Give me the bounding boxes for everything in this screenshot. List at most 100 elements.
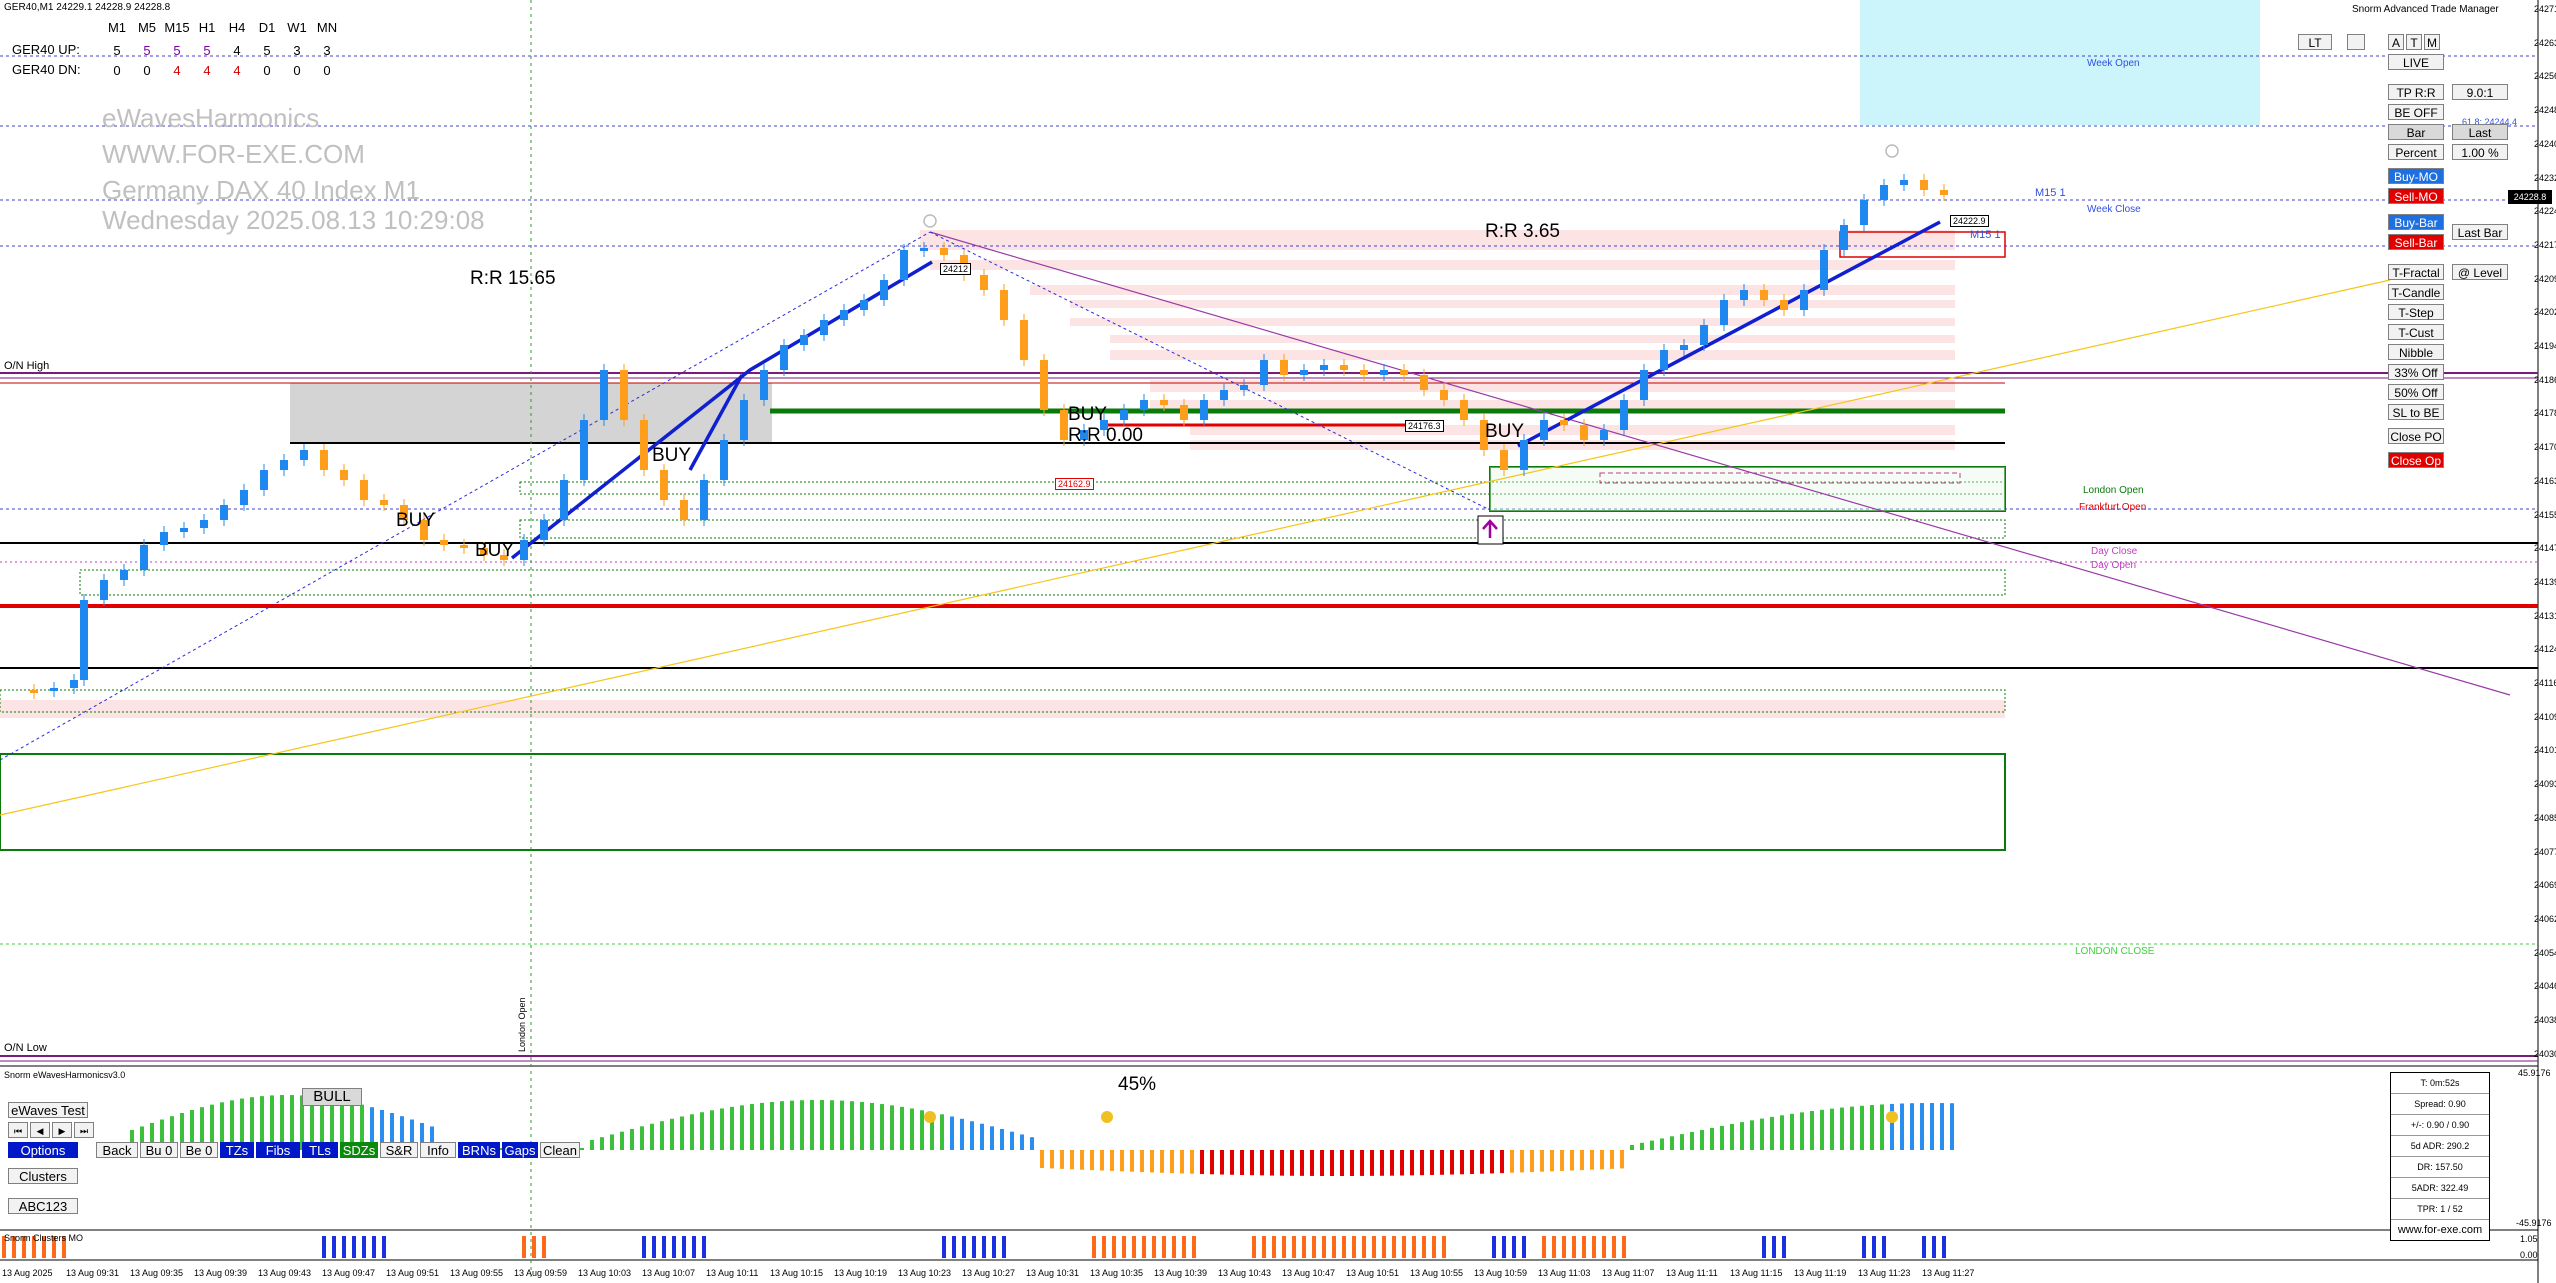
price-axis-label: 24046.6 — [2534, 981, 2556, 992]
cluster-bar — [1352, 1236, 1356, 1258]
histogram-bar — [160, 1119, 164, 1150]
rr-mid-label: R:R 0.00 — [1068, 425, 1143, 446]
price-axis-label: 24163.0 — [2534, 475, 2556, 486]
histogram-bar — [1290, 1150, 1294, 1176]
price-axis-label: 24124.0 — [2534, 644, 2556, 655]
at-level-button[interactable]: @ Level — [2452, 264, 2508, 280]
candle-body — [1480, 420, 1488, 450]
candle-body — [30, 690, 38, 693]
cluster-bar — [642, 1236, 646, 1258]
off-50-button[interactable]: 50% Off — [2388, 384, 2444, 400]
histogram-bar — [1440, 1150, 1444, 1175]
price-axis-label: 24224.9 — [2534, 206, 2556, 217]
histogram-bar — [1340, 1150, 1344, 1176]
t-fractal-button[interactable]: T-Fractal — [2388, 264, 2444, 280]
histogram-bar — [1750, 1120, 1754, 1150]
tzs-button[interactable]: TZs — [220, 1142, 254, 1158]
live-button[interactable]: LIVE — [2388, 54, 2444, 70]
buy-bar-button[interactable]: Buy-Bar — [2388, 214, 2444, 230]
watermark-instrument: Germany DAX 40 Index M1 — [102, 175, 420, 205]
a-button[interactable]: A — [2388, 34, 2404, 50]
off-33-button[interactable]: 33% Off — [2388, 364, 2444, 380]
be-off-button[interactable]: BE OFF — [2388, 104, 2444, 120]
time-axis-label: 13 Aug 11:23 — [1858, 1268, 1911, 1278]
price-tag-2: 24176.3 — [1405, 420, 1444, 432]
histogram-bar — [1630, 1145, 1634, 1150]
candle-body — [880, 280, 888, 300]
bu0-button[interactable]: Bu 0 — [140, 1142, 178, 1158]
sell-bar-button[interactable]: Sell-Bar — [2388, 234, 2444, 250]
brns-button[interactable]: BRNs — [458, 1142, 500, 1158]
candle-body — [1320, 365, 1328, 370]
london-close-label: LONDON CLOSE — [2075, 946, 2155, 957]
sdzs-button[interactable]: SDZs — [340, 1142, 378, 1158]
cluster-bar — [1782, 1236, 1786, 1258]
options-button[interactable]: Options — [8, 1142, 78, 1158]
bar-button[interactable]: Bar — [2388, 124, 2444, 140]
histogram-bar — [1850, 1106, 1854, 1150]
tls-button[interactable]: TLs — [302, 1142, 338, 1158]
candle-body — [1720, 300, 1728, 325]
sell-mo-button[interactable]: Sell-MO — [2388, 188, 2444, 204]
histogram-bar — [670, 1118, 674, 1150]
buy-mo-button[interactable]: Buy-MO — [2388, 168, 2444, 184]
close-op-button[interactable]: Close Op — [2388, 452, 2444, 468]
blank-toggle[interactable] — [2347, 34, 2365, 50]
tp-value-field[interactable]: 9.0:1 — [2452, 84, 2508, 100]
fibs-button[interactable]: Fibs — [256, 1142, 300, 1158]
sl-to-be-button[interactable]: SL to BE — [2388, 404, 2444, 420]
histogram-bar — [980, 1123, 984, 1150]
candle-body — [1780, 300, 1788, 310]
histogram-bar — [1110, 1150, 1114, 1171]
close-po-button[interactable]: Close PO — [2388, 428, 2444, 444]
histogram-bar — [590, 1140, 594, 1150]
histogram-bar — [940, 1114, 944, 1150]
indicator-axis-top: 45.9176 — [2518, 1068, 2551, 1078]
lt-button[interactable]: LT — [2298, 34, 2332, 50]
candle-body — [660, 470, 668, 500]
last-button[interactable]: Last — [2452, 124, 2508, 140]
last-bar-button[interactable]: Last Bar — [2452, 224, 2508, 240]
cluster-bar — [1402, 1236, 1406, 1258]
candle-body — [1000, 290, 1008, 320]
abc123-button[interactable]: ABC123 — [8, 1198, 78, 1214]
prev-icon[interactable]: ◀ — [30, 1122, 50, 1138]
m-button[interactable]: M — [2424, 34, 2440, 50]
t-button[interactable]: T — [2406, 34, 2422, 50]
be0-button[interactable]: Be 0 — [180, 1142, 218, 1158]
percent-button[interactable]: Percent — [2388, 144, 2444, 160]
dn-row: 0 0 4 4 4 0 0 0 — [102, 62, 342, 80]
histogram-bar — [1470, 1150, 1474, 1175]
t-step-button[interactable]: T-Step — [2388, 304, 2444, 320]
cluster-bar — [32, 1236, 36, 1258]
price-tag-3: 24222.9 — [1950, 215, 1989, 227]
clean-button[interactable]: Clean — [540, 1142, 580, 1158]
tp-rr-button[interactable]: TP R:R — [2388, 84, 2444, 100]
info-button[interactable]: Info — [420, 1142, 456, 1158]
candle-body — [1880, 185, 1888, 200]
price-tag-1: 24212 — [940, 263, 972, 275]
cluster-bar — [692, 1236, 696, 1258]
gaps-button[interactable]: Gaps — [502, 1142, 538, 1158]
percent-value-field[interactable]: 1.00 % — [2452, 144, 2508, 160]
histogram-bar — [1660, 1138, 1664, 1150]
ewaves-test-button[interactable]: eWaves Test — [8, 1102, 88, 1118]
t-cust-button[interactable]: T-Cust — [2388, 324, 2444, 340]
tf-m5: M5 — [137, 20, 157, 35]
t-candle-button[interactable]: T-Candle — [2388, 284, 2444, 300]
histogram-bar — [910, 1108, 914, 1150]
clusters-button[interactable]: Clusters — [8, 1168, 78, 1184]
next-icon[interactable]: ▶ — [52, 1122, 72, 1138]
first-icon[interactable]: ⏮ — [8, 1122, 28, 1138]
time-axis-label: 13 Aug 11:27 — [1922, 1268, 1975, 1278]
dn-m15: 4 — [173, 63, 181, 78]
histogram-bar — [1650, 1140, 1654, 1150]
sr-button[interactable]: S&R — [380, 1142, 418, 1158]
back-button[interactable]: Back — [96, 1142, 138, 1158]
cluster-bar — [372, 1236, 376, 1258]
fib-label: 61.8: 24244.4 — [2462, 117, 2518, 127]
candle-body — [1060, 410, 1068, 440]
nibble-button[interactable]: Nibble — [2388, 344, 2444, 360]
last-icon[interactable]: ⏭ — [74, 1122, 94, 1138]
